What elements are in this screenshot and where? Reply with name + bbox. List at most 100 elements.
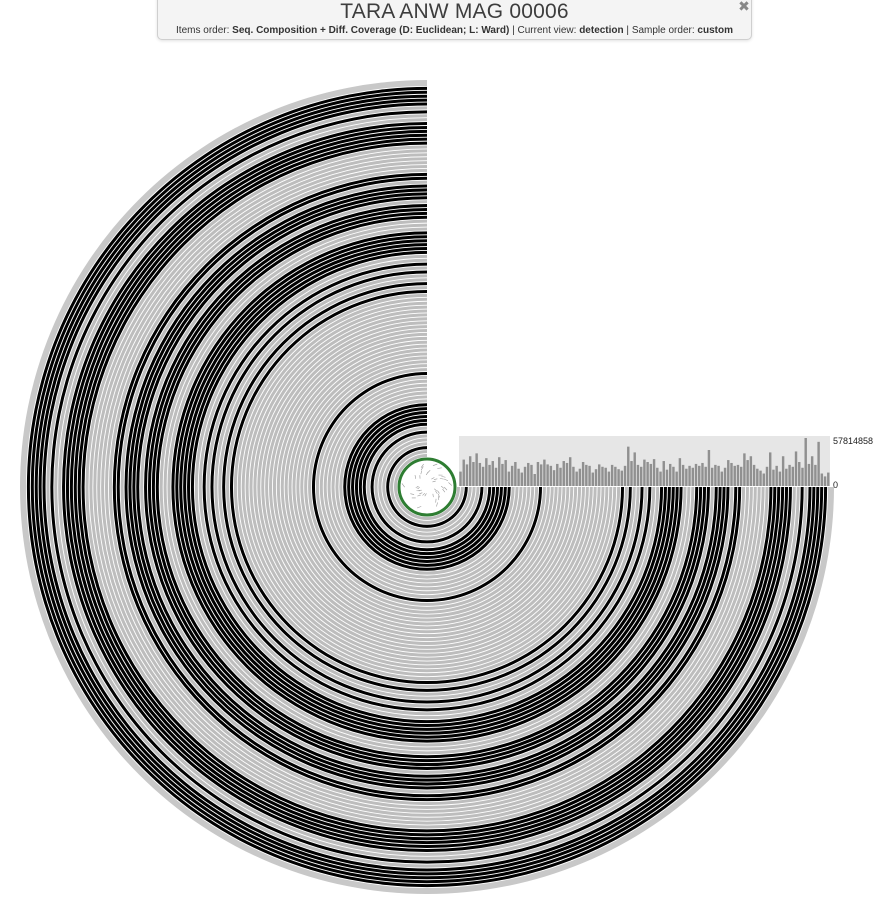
bar[interactable] [720, 471, 724, 486]
bar[interactable] [827, 472, 830, 486]
bar[interactable] [523, 466, 527, 486]
bar[interactable] [752, 464, 756, 486]
bar[interactable] [614, 466, 617, 486]
bar[interactable] [778, 471, 782, 486]
bar[interactable] [475, 453, 478, 486]
bar[interactable] [649, 463, 653, 486]
bar[interactable] [536, 462, 540, 486]
bar[interactable] [604, 467, 607, 486]
bar[interactable] [539, 464, 543, 486]
bar[interactable] [688, 465, 691, 486]
bar[interactable] [736, 464, 740, 486]
bar[interactable] [733, 465, 736, 486]
bar[interactable] [694, 463, 698, 486]
bar[interactable] [601, 466, 604, 486]
bar[interactable] [507, 471, 511, 486]
bar[interactable] [468, 456, 472, 486]
bar[interactable] [807, 463, 811, 486]
bar[interactable] [510, 465, 514, 486]
bar[interactable] [798, 462, 801, 486]
bar[interactable] [691, 467, 695, 486]
bar[interactable] [517, 468, 520, 486]
bar[interactable] [543, 459, 546, 486]
bar[interactable] [504, 460, 507, 486]
bar[interactable] [591, 472, 594, 486]
bar[interactable] [533, 474, 536, 486]
bar[interactable] [465, 464, 469, 486]
bar[interactable] [620, 470, 624, 486]
bar[interactable] [685, 468, 688, 486]
bar[interactable] [610, 464, 614, 486]
bar[interactable] [617, 469, 620, 486]
bar[interactable] [717, 465, 720, 486]
bar[interactable] [681, 464, 685, 486]
bar[interactable] [781, 456, 785, 486]
bar[interactable] [549, 465, 553, 486]
bar[interactable] [723, 467, 727, 486]
bar[interactable] [598, 464, 601, 486]
bar[interactable] [801, 467, 804, 486]
bar[interactable] [804, 438, 807, 486]
bar[interactable] [568, 457, 572, 486]
bar[interactable] [643, 459, 646, 486]
bar[interactable] [775, 465, 778, 486]
bar[interactable] [514, 462, 517, 486]
bar[interactable] [581, 462, 585, 486]
bar[interactable] [556, 463, 559, 486]
bar[interactable] [698, 465, 701, 486]
bar[interactable] [678, 458, 682, 486]
bar[interactable] [817, 441, 820, 486]
bar[interactable] [701, 462, 704, 486]
bar[interactable] [665, 469, 669, 486]
bar[interactable] [636, 464, 640, 486]
bar[interactable] [552, 470, 556, 486]
bar[interactable] [527, 462, 530, 486]
bar[interactable] [585, 464, 588, 486]
bar[interactable] [462, 459, 465, 486]
bar[interactable] [478, 462, 482, 486]
bar[interactable] [814, 464, 817, 486]
bar[interactable] [491, 461, 494, 486]
bar[interactable] [594, 469, 598, 486]
bar[interactable] [823, 476, 827, 486]
bar[interactable] [727, 460, 730, 486]
bar[interactable] [656, 467, 659, 486]
bar[interactable] [565, 462, 569, 486]
bar[interactable] [707, 450, 711, 486]
bar[interactable] [762, 473, 765, 486]
bar[interactable] [639, 466, 643, 486]
bar[interactable] [765, 466, 769, 486]
bar[interactable] [672, 466, 675, 486]
bar[interactable] [481, 466, 485, 486]
bar[interactable] [785, 468, 788, 486]
bar[interactable] [530, 464, 533, 486]
bar[interactable] [759, 470, 762, 486]
bar[interactable] [623, 465, 627, 486]
bar[interactable] [714, 464, 717, 486]
bar[interactable] [607, 471, 611, 486]
bar[interactable] [739, 466, 743, 486]
bar[interactable] [659, 471, 662, 486]
bar[interactable] [630, 461, 633, 486]
bar[interactable] [730, 462, 733, 486]
bar[interactable] [810, 456, 814, 486]
bar[interactable] [749, 456, 753, 486]
bar[interactable] [485, 458, 488, 486]
bar[interactable] [501, 463, 504, 486]
bar[interactable] [494, 467, 498, 486]
bar[interactable] [791, 466, 795, 486]
bar[interactable] [459, 471, 462, 486]
bar[interactable] [633, 452, 636, 486]
bar[interactable] [662, 461, 665, 486]
bar[interactable] [562, 461, 565, 486]
bar[interactable] [710, 467, 714, 486]
bar[interactable] [646, 462, 649, 486]
bar[interactable] [769, 452, 772, 486]
bar[interactable] [704, 466, 707, 486]
bar[interactable] [546, 464, 549, 486]
bar[interactable] [472, 462, 475, 486]
bar[interactable] [498, 457, 501, 486]
close-icon[interactable]: ✖ [738, 0, 750, 14]
bar[interactable] [559, 467, 562, 486]
